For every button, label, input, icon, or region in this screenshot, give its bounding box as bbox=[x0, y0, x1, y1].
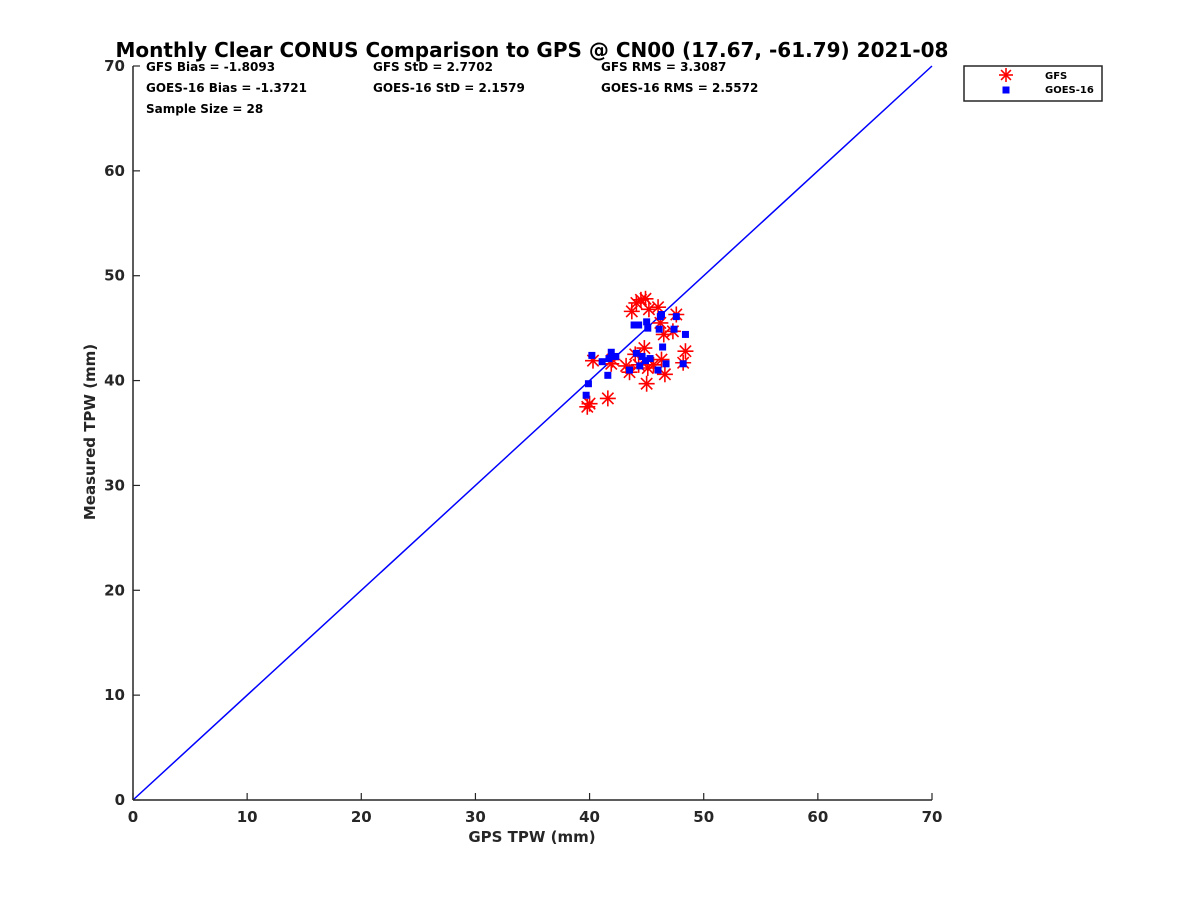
goes-16-point bbox=[670, 325, 678, 333]
goes-16-point bbox=[681, 330, 689, 338]
x-tick-label: 40 bbox=[579, 808, 600, 826]
gfs-point bbox=[637, 290, 654, 307]
goes-16-point bbox=[612, 352, 620, 360]
goes-16-point bbox=[626, 366, 634, 374]
goes-16-point bbox=[643, 318, 651, 326]
y-tick-label: 0 bbox=[115, 791, 125, 809]
x-tick-label: 30 bbox=[465, 808, 486, 826]
stat-gfs-rms: GFS RMS = 3.3087 bbox=[601, 60, 726, 74]
goes-16-point bbox=[679, 360, 687, 368]
points-group bbox=[579, 290, 694, 415]
stat-goes-std: GOES-16 StD = 2.1579 bbox=[373, 81, 525, 95]
x-tick-label: 70 bbox=[922, 808, 943, 826]
goes-16-point bbox=[644, 324, 652, 332]
x-tick-label: 60 bbox=[807, 808, 828, 826]
stat-gfs-std: GFS StD = 2.7702 bbox=[373, 60, 493, 74]
x-tick-label: 50 bbox=[693, 808, 714, 826]
goes-16-point bbox=[632, 349, 640, 357]
goes-16-point bbox=[655, 325, 663, 333]
legend-goes-marker bbox=[1002, 86, 1010, 94]
goes-16-point bbox=[642, 357, 650, 365]
legend-gfs-marker bbox=[999, 68, 1013, 82]
goes-16-point bbox=[656, 313, 664, 321]
stat-gfs-bias: GFS Bias = -1.8093 bbox=[146, 60, 275, 74]
goes-16-point bbox=[654, 366, 662, 374]
y-tick-label: 10 bbox=[104, 686, 125, 704]
legend: GFS GOES-16 bbox=[963, 65, 1103, 102]
x-tick-label: 0 bbox=[128, 808, 138, 826]
goes-16-point bbox=[588, 351, 596, 359]
stat-sample-size: Sample Size = 28 bbox=[146, 102, 263, 116]
gfs-point bbox=[599, 390, 616, 407]
y-tick-label: 70 bbox=[104, 57, 125, 75]
gfs-point bbox=[677, 343, 694, 360]
reference-line-group bbox=[132, 65, 933, 801]
goes-16-point bbox=[605, 355, 613, 363]
y-axis-label: Measured TPW (mm) bbox=[81, 344, 99, 520]
x-tick-label: 20 bbox=[351, 808, 372, 826]
y-tick-label: 60 bbox=[104, 162, 125, 180]
reference-line bbox=[132, 65, 933, 801]
goes-16-point bbox=[662, 360, 670, 368]
legend-goes-square bbox=[1002, 86, 1010, 94]
legend-gfs-asterisk bbox=[999, 68, 1013, 82]
goes-16-point bbox=[638, 352, 646, 360]
goes-16-point bbox=[635, 321, 643, 329]
gfs-point bbox=[638, 375, 655, 392]
stat-goes-bias: GOES-16 Bias = -1.3721 bbox=[146, 81, 307, 95]
goes-16-point bbox=[672, 313, 680, 321]
goes-16-point bbox=[636, 362, 644, 370]
legend-box bbox=[963, 65, 1103, 102]
x-axis-label: GPS TPW (mm) bbox=[468, 828, 595, 846]
goes-16-point bbox=[646, 355, 654, 363]
goes-16-point bbox=[584, 380, 592, 388]
goes-16-point bbox=[630, 321, 638, 329]
ticks-group: 0 10 20 30 40 50 60 70 0 10 20 30 40 50 60 70 bbox=[104, 57, 942, 826]
y-tick-label: 50 bbox=[104, 267, 125, 285]
goes-16-point bbox=[598, 358, 606, 366]
goes-16-point bbox=[659, 343, 667, 351]
y-tick-label: 30 bbox=[104, 476, 125, 494]
legend-gfs-label: GFS bbox=[1045, 71, 1067, 82]
y-tick-label: 20 bbox=[104, 581, 125, 599]
axes-group bbox=[132, 66, 932, 801]
x-tick-label: 10 bbox=[237, 808, 258, 826]
y-tick-label: 40 bbox=[104, 372, 125, 390]
goes-16-point bbox=[582, 391, 590, 399]
goes-16-point bbox=[607, 348, 615, 356]
gfs-point bbox=[623, 303, 640, 320]
stat-goes-rms: GOES-16 RMS = 2.5572 bbox=[601, 81, 758, 95]
legend-goes-label: GOES-16 bbox=[1045, 85, 1094, 96]
goes-16-point bbox=[604, 371, 612, 379]
chart-title: Monthly Clear CONUS Comparison to GPS @ … bbox=[116, 38, 949, 62]
